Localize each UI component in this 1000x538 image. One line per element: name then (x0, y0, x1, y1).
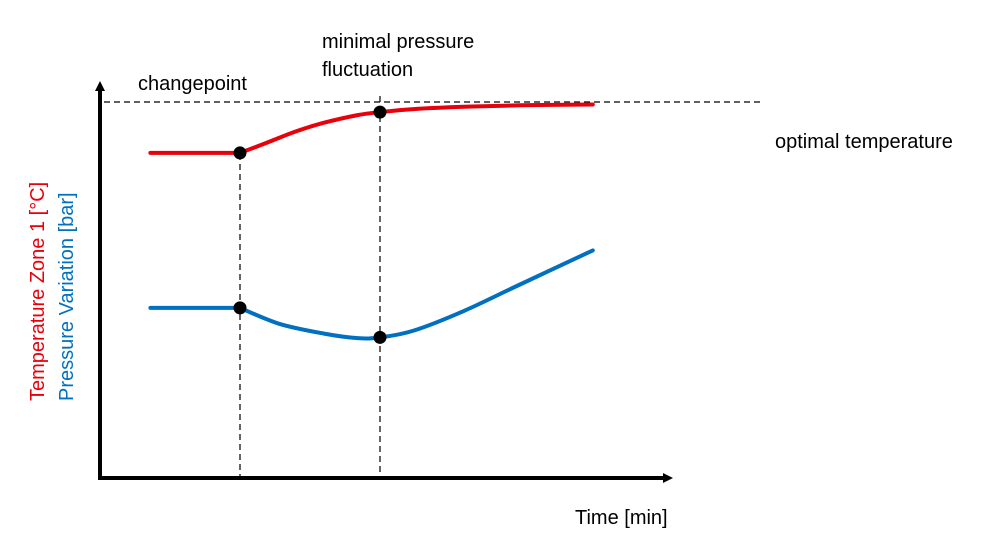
x-axis-label: Time [min] (575, 507, 668, 529)
marker-point-2 (233, 301, 247, 315)
y-axis-label-temperature: Temperature Zone 1 [°C] (27, 182, 49, 401)
marker-point-0 (233, 146, 247, 160)
marker-point-3 (373, 330, 387, 344)
y-axis-label-pressure: Pressure Variation [bar] (56, 192, 78, 401)
changepoint-label: changepoint (138, 73, 247, 95)
optimal-temperature-label: optimal temperature (775, 131, 953, 153)
temperature-series-line (148, 102, 595, 155)
marker-points (233, 105, 387, 344)
guide-lines (104, 96, 762, 478)
marker-point-1 (373, 105, 387, 119)
minimal-pressure-label-line2: fluctuation (322, 59, 413, 81)
minimal-pressure-label-line1: minimal pressure (322, 31, 474, 53)
pressure-series-line (148, 248, 595, 341)
